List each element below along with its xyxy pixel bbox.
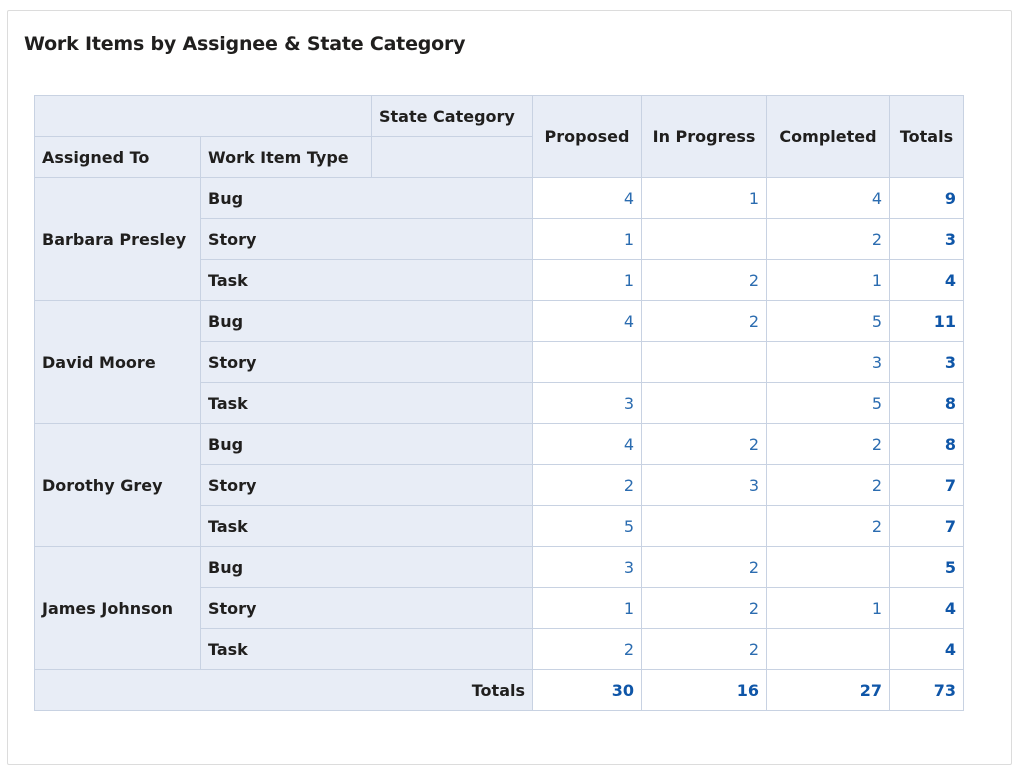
value-cell[interactable]: 4 <box>532 177 642 219</box>
value-cell[interactable]: 4 <box>532 300 642 342</box>
header-work-item-type[interactable]: Work Item Type <box>200 136 372 178</box>
header-state-category: State Category <box>371 95 533 137</box>
value-cell[interactable]: 2 <box>641 300 767 342</box>
row-total-cell[interactable]: 3 <box>889 218 964 260</box>
value-cell[interactable] <box>766 546 890 588</box>
value-cell[interactable]: 5 <box>532 505 642 547</box>
value-cell[interactable]: 5 <box>766 300 890 342</box>
table-row: David Moore Bug 4 2 5 11 <box>34 300 964 424</box>
work-item-type-cell[interactable]: Bug <box>200 300 533 342</box>
value-cell[interactable]: 1 <box>532 587 642 629</box>
value-cell[interactable] <box>641 218 767 260</box>
totals-row: Totals 30 16 27 73 <box>34 669 964 711</box>
row-total-cell[interactable]: 11 <box>889 300 964 342</box>
header-completed[interactable]: Completed <box>766 95 890 178</box>
value-cell[interactable]: 2 <box>641 423 767 465</box>
assignee-cell[interactable]: James Johnson <box>34 546 201 670</box>
row-total-cell[interactable]: 3 <box>889 341 964 383</box>
work-item-type-cell[interactable]: Story <box>200 587 533 629</box>
row-total-cell[interactable]: 7 <box>889 464 964 506</box>
value-cell[interactable] <box>641 341 767 383</box>
row-total-cell[interactable]: 8 <box>889 382 964 424</box>
header-in-progress[interactable]: In Progress <box>641 95 767 178</box>
header-proposed[interactable]: Proposed <box>532 95 642 178</box>
grand-total-cell[interactable]: 16 <box>641 669 767 711</box>
assignee-cell[interactable]: Barbara Presley <box>34 177 201 301</box>
value-cell[interactable]: 1 <box>532 259 642 301</box>
grand-total-cell[interactable]: 73 <box>889 669 964 711</box>
work-item-type-cell[interactable]: Task <box>200 382 533 424</box>
value-cell[interactable]: 3 <box>532 382 642 424</box>
row-total-cell[interactable]: 8 <box>889 423 964 465</box>
table-row: Task 3 5 8 <box>35 382 964 424</box>
table-row: James Johnson Bug 3 2 5 <box>34 546 964 670</box>
work-item-type-cell[interactable]: Bug <box>200 177 533 219</box>
value-cell[interactable]: 1 <box>641 177 767 219</box>
value-cell[interactable]: 3 <box>532 546 642 588</box>
table-row: Barbara Presley Bug 4 1 4 9 <box>34 177 964 301</box>
value-cell[interactable]: 2 <box>641 628 767 670</box>
value-cell[interactable]: 2 <box>641 587 767 629</box>
table-row: Story 3 3 <box>35 341 964 383</box>
header-corner <box>34 95 372 137</box>
table-row: Task 1 2 1 4 <box>35 259 964 301</box>
grand-total-cell[interactable]: 30 <box>532 669 642 711</box>
work-item-type-cell[interactable]: Story <box>200 218 533 260</box>
value-cell[interactable]: 1 <box>766 587 890 629</box>
value-cell[interactable]: 2 <box>766 423 890 465</box>
work-item-type-cell[interactable]: Story <box>200 341 533 383</box>
row-total-cell[interactable]: 4 <box>889 628 964 670</box>
value-cell[interactable]: 2 <box>641 546 767 588</box>
value-cell[interactable]: 1 <box>532 218 642 260</box>
table-row: Story 1 2 3 <box>35 218 964 260</box>
header-spacer <box>371 136 533 178</box>
report-title: Work Items by Assignee & State Category <box>24 33 466 55</box>
value-cell[interactable]: 5 <box>766 382 890 424</box>
table-row: Dorothy Grey Bug 4 2 2 8 <box>34 423 964 547</box>
value-cell[interactable] <box>766 628 890 670</box>
assignee-cell[interactable]: Dorothy Grey <box>34 423 201 547</box>
value-cell[interactable]: 2 <box>766 218 890 260</box>
table-row: Story 1 2 1 4 <box>35 587 964 629</box>
value-cell[interactable] <box>641 505 767 547</box>
value-cell[interactable]: 2 <box>766 464 890 506</box>
work-item-type-cell[interactable]: Task <box>200 628 533 670</box>
row-total-cell[interactable]: 7 <box>889 505 964 547</box>
pivot-table: State Category Proposed In Progress Comp… <box>34 95 964 711</box>
table-row: Task 5 2 7 <box>35 505 964 547</box>
header-assigned-to[interactable]: Assigned To <box>34 136 201 178</box>
value-cell[interactable]: 4 <box>532 423 642 465</box>
grand-total-cell[interactable]: 27 <box>766 669 890 711</box>
work-item-type-cell[interactable]: Story <box>200 464 533 506</box>
value-cell[interactable] <box>641 382 767 424</box>
totals-label: Totals <box>34 669 533 711</box>
row-total-cell[interactable]: 5 <box>889 546 964 588</box>
work-item-type-cell[interactable]: Bug <box>200 546 533 588</box>
work-item-type-cell[interactable]: Bug <box>200 423 533 465</box>
value-cell[interactable]: 2 <box>766 505 890 547</box>
row-total-cell[interactable]: 4 <box>889 259 964 301</box>
value-cell[interactable]: 2 <box>532 464 642 506</box>
value-cell[interactable]: 4 <box>766 177 890 219</box>
value-cell[interactable] <box>532 341 642 383</box>
assignee-cell[interactable]: David Moore <box>34 300 201 424</box>
value-cell[interactable]: 2 <box>641 259 767 301</box>
work-item-type-cell[interactable]: Task <box>200 259 533 301</box>
row-total-cell[interactable]: 4 <box>889 587 964 629</box>
value-cell[interactable]: 3 <box>641 464 767 506</box>
row-total-cell[interactable]: 9 <box>889 177 964 219</box>
report-card: Work Items by Assignee & State Category … <box>7 10 1012 765</box>
value-cell[interactable]: 3 <box>766 341 890 383</box>
value-cell[interactable]: 1 <box>766 259 890 301</box>
work-item-type-cell[interactable]: Task <box>200 505 533 547</box>
header-totals[interactable]: Totals <box>889 95 964 178</box>
value-cell[interactable]: 2 <box>532 628 642 670</box>
